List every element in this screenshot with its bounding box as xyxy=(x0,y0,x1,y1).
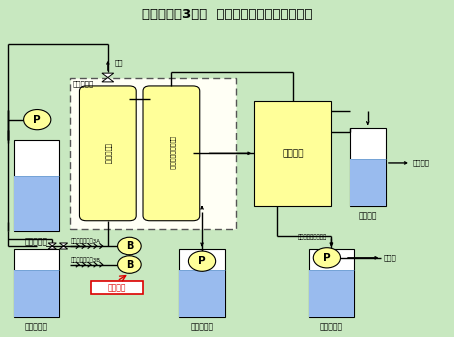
Text: P: P xyxy=(198,256,206,266)
Bar xyxy=(350,128,386,206)
Text: P: P xyxy=(323,253,331,263)
Text: 洗浄撹拌ブロワ3A: 洗浄撹拌ブロワ3A xyxy=(70,239,100,244)
Bar xyxy=(179,270,225,317)
Text: B: B xyxy=(126,259,133,270)
Bar xyxy=(91,281,143,294)
Text: 二層ろ過器: 二層ろ過器 xyxy=(104,143,111,164)
Polygon shape xyxy=(102,78,114,82)
Bar xyxy=(309,249,354,317)
Text: 放水口: 放水口 xyxy=(384,254,396,261)
FancyBboxPatch shape xyxy=(143,86,200,221)
Text: 前処理装置: 前処理装置 xyxy=(73,80,94,87)
Circle shape xyxy=(118,237,141,255)
Circle shape xyxy=(188,251,216,271)
Text: 逆浸透膜: 逆浸透膜 xyxy=(282,149,304,158)
Circle shape xyxy=(118,256,141,273)
Text: 濃縮海水槽: 濃縮海水槽 xyxy=(320,323,343,332)
Text: 逆洗排水槽: 逆洗排水槽 xyxy=(25,323,48,332)
Text: 洗浄撹拌ブロワ3B: 洗浄撹拌ブロワ3B xyxy=(70,257,100,263)
Bar xyxy=(254,101,331,206)
Polygon shape xyxy=(59,246,68,249)
Bar xyxy=(14,140,59,231)
Text: 透過水槽: 透過水槽 xyxy=(359,212,377,221)
Bar xyxy=(14,270,59,317)
Text: P: P xyxy=(34,115,41,125)
Text: B: B xyxy=(126,241,133,251)
Bar xyxy=(350,159,386,206)
Bar xyxy=(14,176,59,231)
FancyBboxPatch shape xyxy=(79,86,136,221)
Bar xyxy=(309,270,354,317)
Polygon shape xyxy=(48,246,56,249)
Text: ポリッシングタンク: ポリッシングタンク xyxy=(168,136,174,170)
Bar xyxy=(14,249,59,317)
Text: ろ過海水槽: ろ過海水槽 xyxy=(191,323,213,332)
Text: 伊方発電所3号機  海水淡水化装置概略系統図: 伊方発電所3号機 海水淡水化装置概略系統図 xyxy=(142,8,312,22)
Polygon shape xyxy=(48,243,56,246)
Bar xyxy=(70,78,236,229)
Text: 海水ピット: 海水ピット xyxy=(25,237,48,246)
Circle shape xyxy=(313,248,340,268)
Text: 大気: 大気 xyxy=(114,59,123,66)
Polygon shape xyxy=(59,243,68,246)
Text: 濃縮海水排水ポンプ: 濃縮海水排水ポンプ xyxy=(297,235,326,240)
Text: 給水装置: 給水装置 xyxy=(413,160,430,166)
Bar xyxy=(179,249,225,317)
Text: 当該箇所: 当該箇所 xyxy=(108,283,126,292)
Polygon shape xyxy=(102,73,114,78)
Circle shape xyxy=(24,110,51,130)
